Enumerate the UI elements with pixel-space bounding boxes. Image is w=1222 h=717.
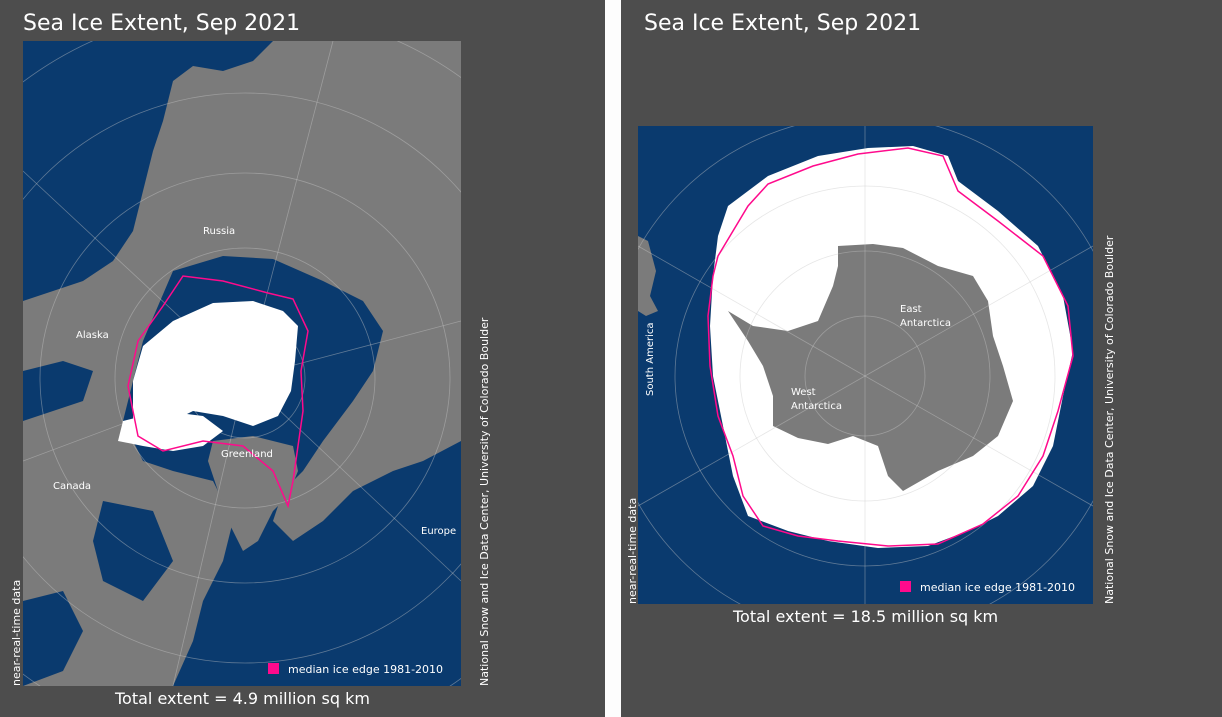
arctic-panel: Sea Ice Extent, Sep 2021 Russia Alaska C…: [0, 0, 605, 717]
sea-ice: [133, 301, 298, 436]
arctic-map: Russia Alaska Canada Greenland Europe me…: [23, 41, 461, 686]
legend-label: median ice edge 1981-2010: [920, 581, 1075, 594]
south-america: [638, 236, 658, 316]
sea-ice-archipelago: [118, 411, 223, 451]
arctic-total-extent: Total extent = 4.9 million sq km: [115, 689, 370, 708]
legend-swatch: [268, 663, 279, 674]
label-canada: Canada: [53, 481, 91, 492]
antarctic-map: East Antarctica West Antarctica South Am…: [638, 126, 1093, 604]
label-russia: Russia: [203, 226, 235, 237]
graticule: [638, 126, 1093, 604]
label-greenland: Greenland: [221, 449, 273, 460]
legend-swatch: [900, 581, 911, 592]
antarctic-panel: Sea Ice Extent, Sep 2021 East Antarctica…: [621, 0, 1222, 717]
arctic-source-note: near-real-time data: [10, 579, 23, 686]
antarctic-source-note: near-real-time data: [626, 497, 639, 604]
gulf-of-alaska: [23, 591, 83, 686]
label-east-antarctica-2: Antarctica: [900, 318, 951, 329]
label-east-antarctica-1: East: [900, 304, 922, 315]
label-west-antarctica-1: West: [791, 387, 816, 398]
antarctica: [728, 244, 1013, 491]
antarctic-credit: National Snow and Ice Data Center, Unive…: [1103, 235, 1116, 604]
pacific-ocean: [23, 41, 273, 301]
antarctic-total-extent: Total extent = 18.5 million sq km: [733, 607, 999, 626]
antarctic-title: Sea Ice Extent, Sep 2021: [644, 11, 922, 36]
arctic-credit: National Snow and Ice Data Center, Unive…: [478, 317, 491, 686]
greenland: [208, 436, 298, 551]
arctic-title: Sea Ice Extent, Sep 2021: [23, 11, 301, 36]
label-alaska: Alaska: [76, 330, 109, 341]
bering-strait: [23, 361, 93, 421]
median-ice-edge: [127, 275, 309, 509]
median-ice-edge: [707, 147, 1074, 547]
panel-divider: [605, 0, 621, 717]
legend-label: median ice edge 1981-2010: [288, 663, 443, 676]
label-south-america: South America: [645, 323, 656, 397]
hudson-bay: [93, 501, 173, 601]
label-europe: Europe: [421, 526, 456, 537]
label-west-antarctica-2: Antarctica: [791, 401, 842, 412]
